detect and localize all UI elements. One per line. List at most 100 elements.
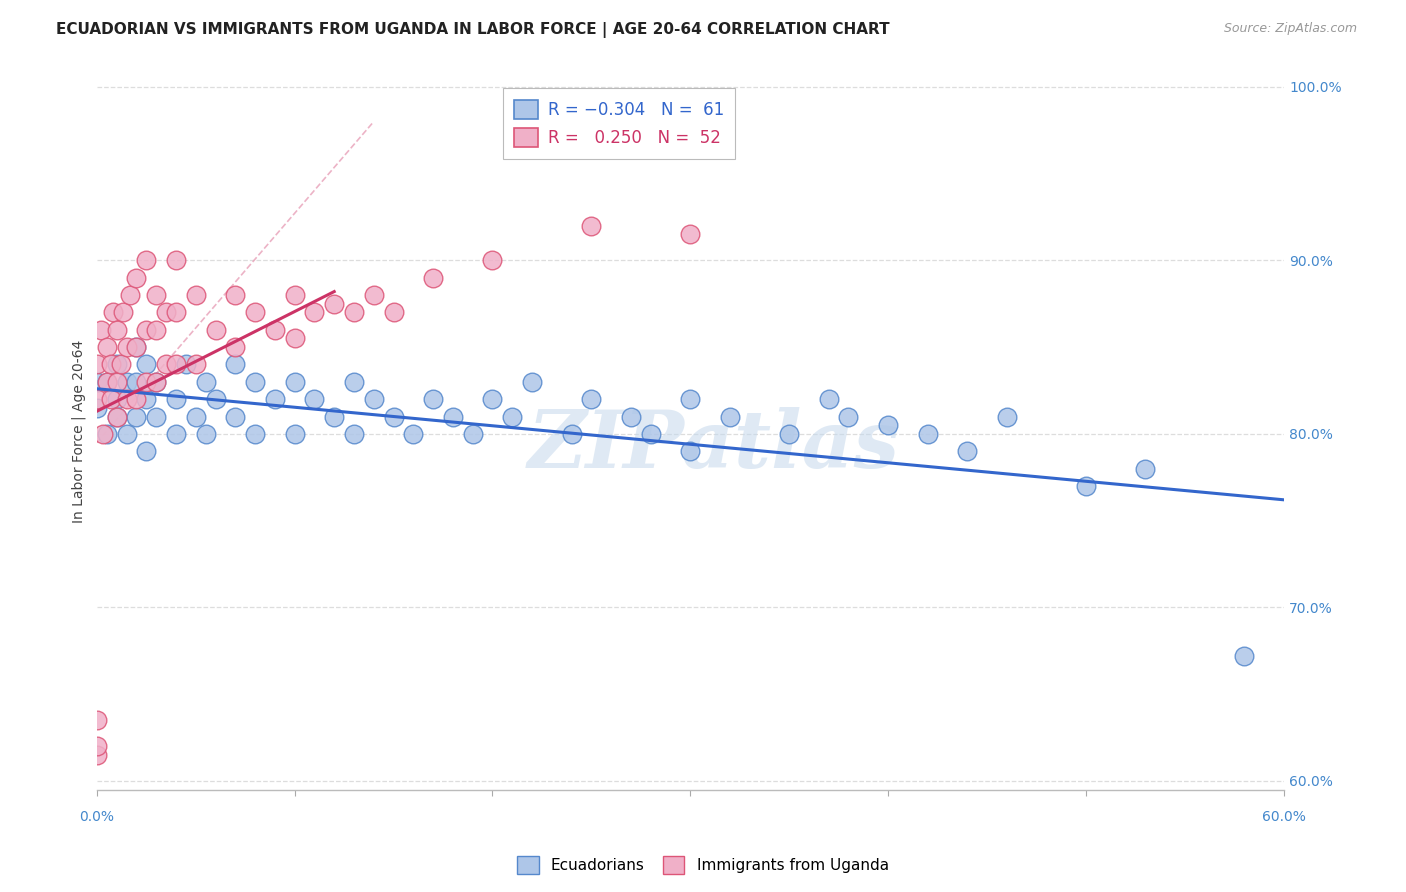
Point: [323, 409, 346, 424]
Point: [679, 444, 702, 458]
Text: Source: ZipAtlas.com: Source: ZipAtlas.com: [1223, 22, 1357, 36]
Point: [1074, 479, 1097, 493]
Point: [165, 305, 187, 319]
Point: [155, 305, 177, 319]
Point: [204, 323, 226, 337]
Point: [1233, 648, 1256, 663]
Point: [125, 375, 148, 389]
Point: [243, 426, 266, 441]
Point: [224, 340, 246, 354]
Point: [105, 392, 128, 406]
Point: [243, 375, 266, 389]
Point: [718, 409, 741, 424]
Point: [640, 426, 662, 441]
Point: [817, 392, 839, 406]
Point: [184, 409, 207, 424]
Point: [135, 375, 157, 389]
Point: [224, 358, 246, 372]
Point: [86, 392, 108, 406]
Legend: R = −0.304   N =  61, R =   0.250   N =  52: R = −0.304 N = 61, R = 0.250 N = 52: [502, 88, 735, 159]
Point: [96, 426, 118, 441]
Point: [125, 392, 148, 406]
Point: [581, 392, 603, 406]
Point: [165, 426, 187, 441]
Point: [135, 444, 157, 458]
Point: [481, 253, 503, 268]
Point: [86, 375, 108, 389]
Point: [125, 270, 148, 285]
Y-axis label: In Labor Force | Age 20-64: In Labor Force | Age 20-64: [72, 340, 86, 523]
Point: [96, 340, 118, 354]
Point: [184, 288, 207, 302]
Point: [101, 305, 124, 319]
Point: [115, 375, 138, 389]
Point: [224, 288, 246, 302]
Point: [284, 288, 307, 302]
Point: [105, 409, 128, 424]
Point: [837, 409, 859, 424]
Point: [86, 401, 108, 415]
Point: [96, 375, 118, 389]
Point: [145, 409, 167, 424]
Point: [343, 305, 366, 319]
Point: [561, 426, 583, 441]
Point: [165, 253, 187, 268]
Point: [679, 392, 702, 406]
Point: [165, 392, 187, 406]
Point: [382, 409, 405, 424]
Point: [105, 358, 128, 372]
Point: [145, 288, 167, 302]
Point: [263, 323, 285, 337]
Point: [105, 409, 128, 424]
Point: [343, 426, 366, 441]
Point: [125, 409, 148, 424]
Point: [501, 409, 523, 424]
Point: [224, 409, 246, 424]
Point: [363, 288, 385, 302]
Point: [100, 392, 122, 406]
Point: [125, 340, 148, 354]
Text: ZIPatlas: ZIPatlas: [527, 407, 900, 484]
Point: [581, 219, 603, 233]
Point: [135, 358, 157, 372]
Point: [263, 392, 285, 406]
Point: [86, 739, 108, 753]
Point: [120, 288, 142, 302]
Point: [284, 331, 307, 345]
Point: [778, 426, 800, 441]
Point: [90, 323, 112, 337]
Point: [194, 426, 217, 441]
Point: [422, 270, 444, 285]
Point: [135, 253, 157, 268]
Point: [115, 392, 138, 406]
Point: [343, 375, 366, 389]
Point: [86, 713, 108, 727]
Point: [155, 358, 177, 372]
Point: [165, 358, 187, 372]
Point: [115, 426, 138, 441]
Point: [304, 305, 326, 319]
Point: [382, 305, 405, 319]
Point: [284, 426, 307, 441]
Point: [96, 375, 118, 389]
Point: [679, 227, 702, 242]
Point: [135, 392, 157, 406]
Text: 60.0%: 60.0%: [1261, 810, 1306, 824]
Point: [115, 340, 138, 354]
Point: [135, 323, 157, 337]
Point: [243, 305, 266, 319]
Point: [105, 323, 128, 337]
Point: [323, 297, 346, 311]
Point: [111, 305, 134, 319]
Point: [956, 444, 979, 458]
Point: [145, 375, 167, 389]
Point: [125, 340, 148, 354]
Point: [995, 409, 1018, 424]
Legend: Ecuadorians, Immigrants from Uganda: Ecuadorians, Immigrants from Uganda: [512, 850, 894, 880]
Point: [145, 323, 167, 337]
Point: [105, 375, 128, 389]
Point: [86, 358, 108, 372]
Point: [174, 358, 197, 372]
Text: 0.0%: 0.0%: [79, 810, 114, 824]
Point: [284, 375, 307, 389]
